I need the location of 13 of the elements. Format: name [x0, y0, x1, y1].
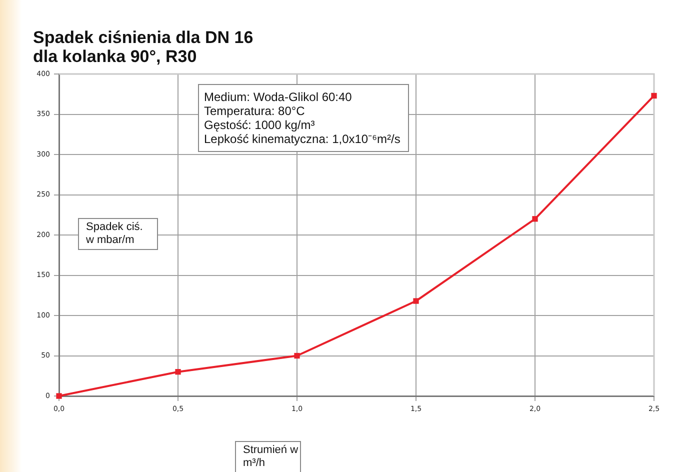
point — [56, 393, 62, 399]
point — [413, 298, 419, 304]
point — [175, 369, 181, 375]
annotation: Gęstość: 1000 kg/m³ — [204, 118, 315, 132]
annotation: Temperatura: 80°C — [204, 104, 305, 118]
point — [294, 352, 300, 359]
point — [532, 216, 538, 222]
y-axis-title: Spadek ciś. w mbar/m — [78, 218, 158, 250]
annotation: Medium: Woda-Glikol 60:40 — [204, 90, 352, 104]
point — [651, 92, 657, 99]
x-axis-title: Strumień w m³/h — [235, 441, 301, 472]
annotation: Lepkość kinematyczna: 1,0x10⁻⁶m²/s — [204, 132, 400, 146]
chart-title: Spadek ciśnienia dla DN 16 dla kolanka 90°, R30 — [33, 28, 254, 66]
